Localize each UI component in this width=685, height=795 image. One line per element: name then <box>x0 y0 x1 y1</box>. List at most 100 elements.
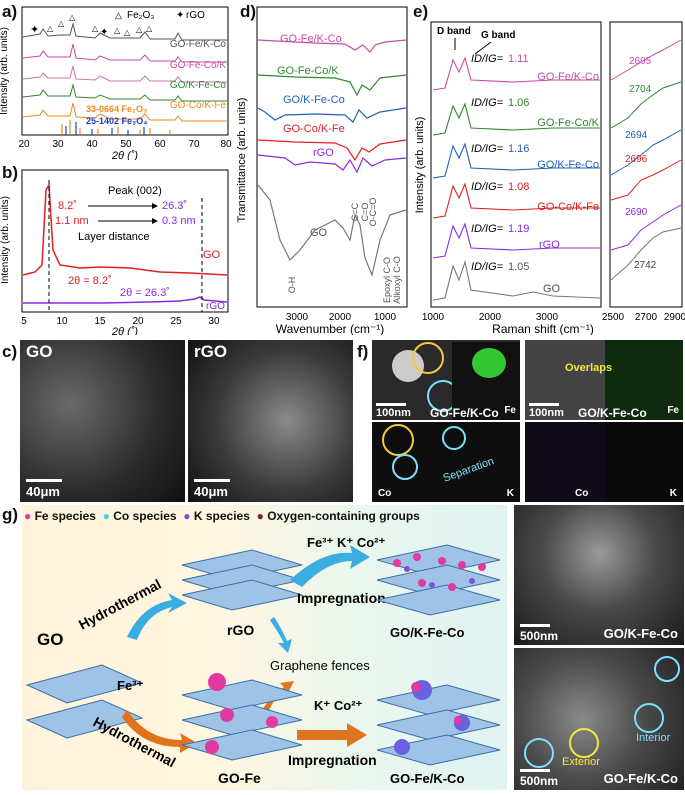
svg-text:ID/IG=: ID/IG= <box>471 223 504 235</box>
svg-text:△: △ <box>115 10 122 20</box>
svg-text:D band: D band <box>437 26 471 37</box>
svg-text:GO: GO <box>543 283 561 295</box>
svg-text:3000: 3000 <box>286 312 309 323</box>
tem-image-1: 100nm Fe <box>372 340 520 420</box>
svg-text:✦: ✦ <box>100 27 108 38</box>
svg-text:26.3˚: 26.3˚ <box>162 200 187 212</box>
rgo-marker: ✦ <box>30 24 39 36</box>
tem-image-2: Overlaps 100nm Fe <box>525 340 683 420</box>
svg-text:ID/IG=: ID/IG= <box>471 53 504 65</box>
svg-text:Hydrothermal: Hydrothermal <box>76 576 164 633</box>
svg-text:1.1 nm: 1.1 nm <box>55 215 89 227</box>
svg-text:2000: 2000 <box>479 312 502 323</box>
svg-text:2700: 2700 <box>635 312 658 323</box>
svg-text:Intensity (arb. units): Intensity (arb. units) <box>0 196 11 284</box>
svg-text:C=C: C=C <box>350 202 360 221</box>
svg-text:GO-Fe/K-Co: GO-Fe/K-Co <box>280 33 342 45</box>
eds-map-1: Co K Separation <box>372 422 520 502</box>
tem-title-2: GO/K-Fe-Co <box>578 406 647 420</box>
svg-text:Peak (002): Peak (002) <box>108 185 162 197</box>
svg-text:GO: GO <box>203 249 221 261</box>
svg-text:5: 5 <box>21 316 27 327</box>
svg-text:GO/K-Fe-Co: GO/K-Fe-Co <box>537 159 599 171</box>
panel-c-label: c) <box>2 342 18 361</box>
svg-text:△: △ <box>136 25 143 34</box>
svg-text:2694: 2694 <box>625 130 648 141</box>
svg-text:25: 25 <box>170 316 182 327</box>
svg-text:Fe³⁺ K⁺ Co²⁺: Fe³⁺ K⁺ Co²⁺ <box>307 535 385 550</box>
scheme-drawing: GO Hydrothermal rGO Fe³⁺ K⁺ Co²⁺ Impregn… <box>25 535 501 786</box>
svg-text:2690: 2690 <box>625 207 648 218</box>
svg-text:GO-Fe/K-Co: GO-Fe/K-Co <box>390 771 464 786</box>
sem-go-image: GO 40μm <box>20 340 185 502</box>
legend-fe2o3: Fe₂O₃ <box>127 10 154 21</box>
svg-text:2θ = 8.2˚: 2θ = 8.2˚ <box>68 275 112 287</box>
panel-e-label: e) <box>413 2 429 21</box>
scale-bar <box>26 479 62 482</box>
xrd-chart: Intensity (arb. units) ✦ △△ △ △ ✦ △ △ △ △ △… <box>0 6 232 160</box>
svg-text:40: 40 <box>86 139 98 150</box>
svg-text:Intensity (arb. units): Intensity (arb. units) <box>414 117 426 214</box>
svg-text:Alkoxyl C-O: Alkoxyl C-O <box>392 256 402 304</box>
svg-text:△: △ <box>92 24 99 33</box>
svg-text:Graphene fences: Graphene fences <box>270 658 370 673</box>
svg-text:20: 20 <box>18 139 30 150</box>
scheme-legend: ● Fe species ● Co species ● K species ● … <box>24 509 420 523</box>
svg-text:10: 10 <box>56 316 68 327</box>
svg-text:GO-Fe-Co/K: GO-Fe-Co/K <box>277 65 339 77</box>
sem-h2-image: Interior Exterior 500nm GO-Fe/K-Co <box>514 648 684 790</box>
svg-text:2000: 2000 <box>329 312 352 323</box>
raman-chart: Intensity (arb. units) D band G band ID/… <box>414 21 685 335</box>
svg-text:80: 80 <box>220 139 232 150</box>
svg-text:1.19: 1.19 <box>508 223 529 235</box>
svg-text:1.16: 1.16 <box>508 143 529 155</box>
svg-text:15: 15 <box>94 316 106 327</box>
svg-text:Wavenumber (cm⁻¹): Wavenumber (cm⁻¹) <box>276 322 385 335</box>
svg-text:✦: ✦ <box>176 10 184 21</box>
panel-g-label: g) <box>2 505 19 524</box>
svg-text:C=O: C=O <box>360 203 370 222</box>
svg-text:G band: G band <box>481 30 515 41</box>
svg-text:20: 20 <box>132 316 144 327</box>
svg-text:2696: 2696 <box>625 154 648 165</box>
panel-b-label: b) <box>2 163 19 182</box>
svg-text:GO-Fe: GO-Fe <box>218 770 261 786</box>
legend-rgo: rGO <box>186 10 205 21</box>
svg-text:O-C=O: O-C=O <box>368 198 378 227</box>
svg-text:70: 70 <box>188 139 200 150</box>
trace-label: GO-Fe/K-Co <box>170 39 227 50</box>
svg-text:GO-Co/K-Fe: GO-Co/K-Fe <box>537 201 599 213</box>
svg-text:ID/IG=: ID/IG= <box>471 181 504 193</box>
svg-text:2704: 2704 <box>629 84 652 95</box>
panel-f-label: f) <box>357 342 369 361</box>
fe2o3-marker: △ <box>69 13 76 22</box>
svg-text:rGO: rGO <box>206 301 225 312</box>
svg-text:1.11: 1.11 <box>508 53 529 65</box>
ref1-label: 33-0664 Fe₂O₃ <box>86 104 147 114</box>
svg-text:Epoxyl C-O: Epoxyl C-O <box>382 257 392 303</box>
svg-text:ID/IG=: ID/IG= <box>471 143 504 155</box>
tem-title-1: GO-Fe/K-Co <box>430 406 499 420</box>
svg-text:30: 30 <box>208 316 220 327</box>
svg-text:△: △ <box>114 26 121 35</box>
sem-h1-image: 500nm GO/K-Fe-Co <box>514 505 684 645</box>
xrd-ylabel: Intensity (arb. units) <box>0 27 10 115</box>
svg-text:1.06: 1.06 <box>508 97 529 109</box>
eds-map-2: Co K <box>525 422 683 502</box>
svg-text:△: △ <box>146 24 153 33</box>
svg-text:2742: 2742 <box>634 260 657 271</box>
svg-text:3000: 3000 <box>536 312 559 323</box>
svg-text:rGO: rGO <box>227 622 254 638</box>
svg-text:O-H: O-H <box>287 277 297 294</box>
svg-text:GO/K-Fe-Co: GO/K-Fe-Co <box>283 94 345 106</box>
svg-text:GO/K-Fe-Co: GO/K-Fe-Co <box>390 625 464 640</box>
svg-text:GO-Fe/K-Co: GO-Fe/K-Co <box>537 71 599 83</box>
svg-text:30: 30 <box>52 139 64 150</box>
svg-text:2900: 2900 <box>664 312 685 323</box>
svg-text:Impregnation: Impregnation <box>297 590 386 606</box>
xrd-xlabel: 2θ (˚) <box>111 150 138 160</box>
svg-text:2695: 2695 <box>629 56 652 67</box>
panel-a-label: a) <box>2 2 18 21</box>
svg-text:rGO: rGO <box>539 239 560 251</box>
panel-d-label: d) <box>240 2 257 21</box>
